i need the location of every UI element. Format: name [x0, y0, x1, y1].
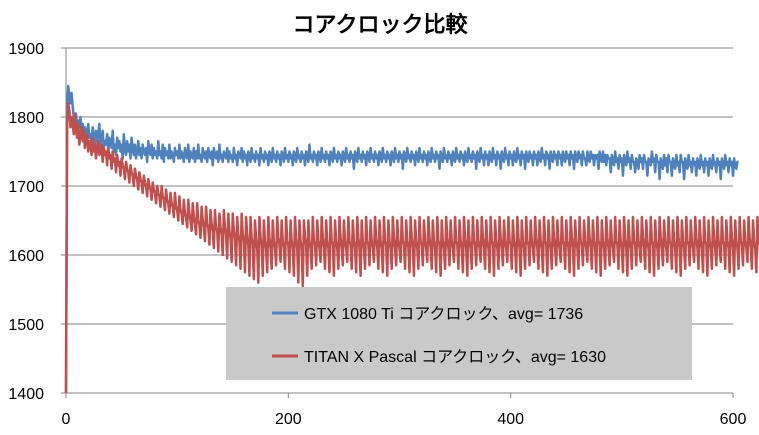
x-tick-label: 0 [62, 411, 71, 428]
y-tick-label: 1700 [8, 179, 44, 196]
x-tick-label: 200 [275, 411, 302, 428]
y-tick-label: 1800 [8, 110, 44, 127]
legend: GTX 1080 Ti コアクロック、avg= 1736 TITAN X Pas… [226, 287, 692, 380]
legend-label-gtx: GTX 1080 Ti コアクロック、avg= 1736 [304, 305, 583, 323]
series-line-gtx-1080-ti [64, 84, 739, 394]
x-tick-label: 400 [497, 411, 524, 428]
legend-box [226, 287, 692, 380]
y-tick-label: 1600 [8, 248, 44, 265]
y-tick-label: 1400 [8, 386, 44, 403]
chart-title: コアクロック比較 [293, 12, 469, 38]
y-axis-tick-labels: 1400 1500 1600 1700 1800 1900 [8, 41, 44, 403]
legend-label-titan: TITAN X Pascal コアクロック、avg= 1630 [304, 348, 606, 366]
y-tick-label: 1900 [8, 41, 44, 58]
x-tick-label: 600 [720, 411, 747, 428]
y-tick-label: 1500 [8, 317, 44, 334]
x-axis-tick-labels: 0 200 400 600 [62, 411, 747, 428]
plot-area [64, 84, 759, 394]
series-line-titan-x-pascal [64, 101, 759, 394]
